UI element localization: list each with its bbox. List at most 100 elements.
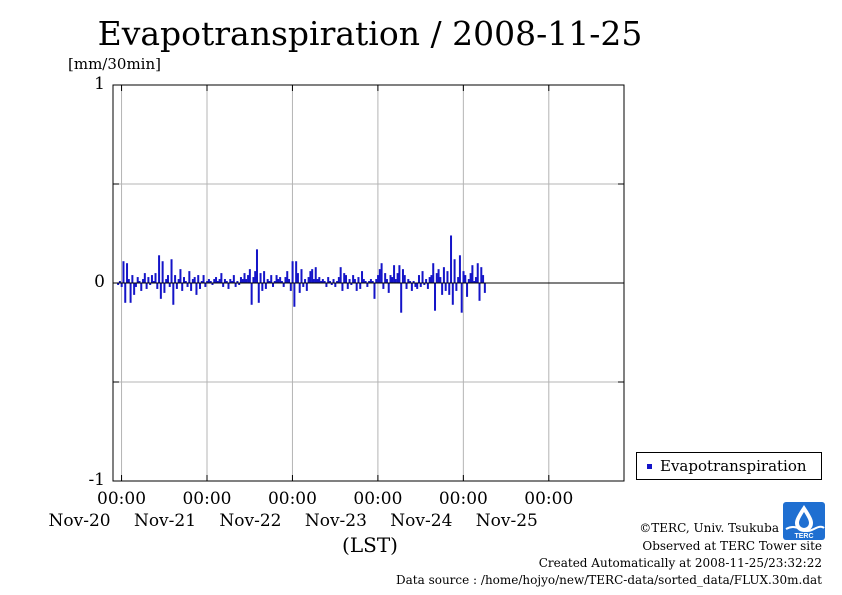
data-bar: [318, 277, 321, 283]
data-bar: [279, 277, 282, 283]
data-bar: [334, 283, 337, 287]
data-bar: [410, 283, 413, 291]
data-bar: [124, 283, 127, 303]
data-bar: [450, 235, 453, 283]
data-bar: [247, 275, 250, 283]
data-bar: [129, 283, 132, 303]
data-bar: [302, 283, 305, 287]
data-bar: [323, 281, 326, 283]
y-tick-label: -1: [88, 470, 105, 490]
data-bar: [391, 277, 394, 283]
data-bar: [312, 279, 315, 283]
data-bar: [165, 279, 168, 283]
data-bar: [435, 273, 438, 283]
data-bar: [307, 277, 310, 283]
data-bar: [186, 283, 189, 287]
data-bar: [314, 267, 317, 283]
data-bar: [268, 281, 271, 283]
data-bar: [425, 279, 428, 283]
data-bar: [460, 283, 463, 313]
data-bar: [193, 277, 196, 283]
data-bar: [222, 283, 225, 287]
data-bar: [270, 275, 273, 283]
data-bar: [304, 279, 307, 283]
tick-marks-layer: [113, 84, 624, 482]
data-bar: [441, 283, 444, 295]
data-bar: [293, 283, 296, 307]
data-bar: [154, 273, 157, 283]
data-bar: [134, 283, 137, 287]
data-bar: [234, 283, 237, 287]
data-bar: [232, 275, 235, 283]
data-bar: [179, 269, 182, 283]
data-bar: [156, 283, 159, 289]
data-bar: [478, 283, 481, 301]
data-bar: [482, 275, 485, 283]
bar-series-layer: [117, 235, 486, 313]
data-bar: [483, 283, 486, 293]
data-bar: [126, 263, 129, 283]
data-bar: [311, 269, 314, 283]
data-bar: [202, 275, 205, 283]
data-bar: [286, 271, 289, 283]
data-bar: [266, 279, 269, 283]
data-bar: [362, 279, 365, 283]
data-bar: [444, 283, 447, 291]
data-bar: [248, 269, 251, 283]
data-bar: [448, 283, 451, 295]
data-bar: [263, 271, 266, 283]
data-bar: [332, 279, 335, 283]
data-bar: [339, 267, 342, 283]
data-bar: [250, 283, 253, 305]
data-bar: [437, 269, 440, 283]
data-bar: [341, 283, 344, 291]
data-bar: [373, 283, 376, 299]
data-bar: [120, 283, 123, 287]
data-bar: [419, 283, 422, 287]
data-bar: [199, 283, 202, 289]
data-bar: [225, 281, 228, 283]
data-bar: [409, 281, 412, 283]
data-bar: [401, 269, 404, 283]
data-bar: [458, 255, 461, 283]
data-bar: [255, 249, 258, 283]
data-bar: [142, 279, 145, 283]
legend-box: Evapotranspiration: [636, 452, 822, 480]
footer-site: Observed at TERC Tower site: [642, 539, 822, 553]
legend-swatch: [647, 464, 652, 469]
data-bar: [416, 283, 419, 289]
data-bar: [190, 283, 193, 291]
logo-text: TERC: [794, 533, 813, 540]
data-bar: [158, 255, 161, 283]
data-bar: [284, 277, 287, 283]
data-bar: [407, 279, 410, 283]
legend-label: Evapotranspiration: [660, 457, 807, 475]
data-bar: [361, 271, 364, 283]
data-bar: [296, 273, 299, 283]
data-bar: [350, 283, 353, 285]
data-bar: [166, 275, 169, 283]
y-tick-label: 0: [94, 272, 105, 292]
footer-copyright: ©TERC, Univ. Tsukuba: [639, 521, 779, 535]
data-bar: [384, 273, 387, 283]
x-tick-date-label: Nov-24: [390, 511, 453, 531]
data-bar: [455, 283, 458, 291]
data-bar: [393, 265, 396, 283]
data-bar: [195, 283, 198, 295]
data-bar: [172, 283, 175, 305]
data-bar: [375, 279, 378, 283]
data-bar: [227, 283, 230, 289]
data-bar: [316, 279, 319, 283]
data-bar: [259, 273, 262, 283]
data-bar: [325, 283, 328, 287]
data-bar: [257, 283, 260, 303]
data-bar: [336, 281, 339, 283]
data-bar: [357, 277, 360, 283]
data-bar: [204, 283, 207, 287]
x-tick-date-label: Nov-22: [219, 511, 282, 531]
data-bar: [355, 283, 358, 291]
data-bar: [405, 283, 408, 289]
data-bar: [177, 279, 180, 283]
x-tick-time-label: 00:00: [267, 489, 317, 509]
